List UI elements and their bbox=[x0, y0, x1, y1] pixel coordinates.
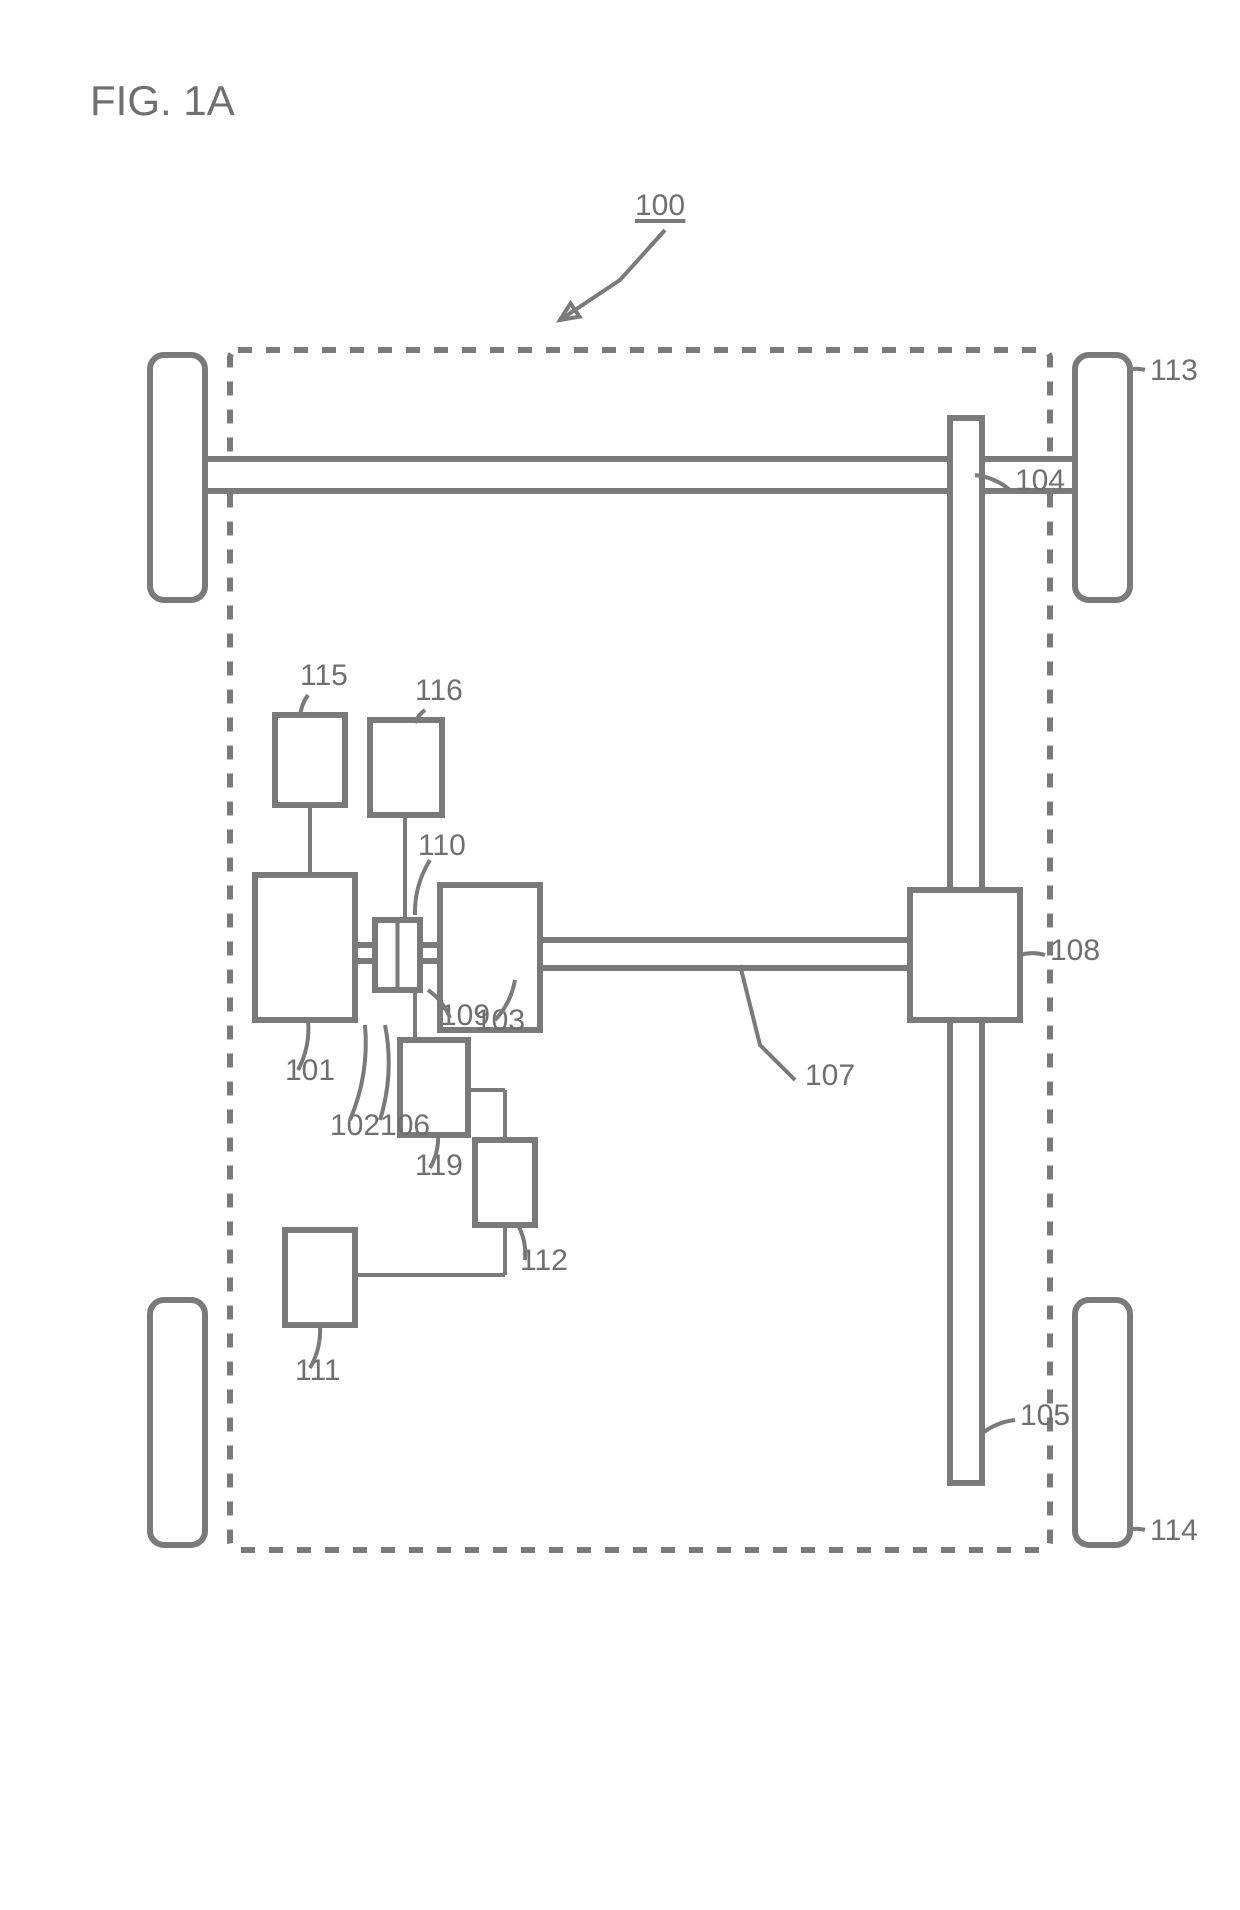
leader-100 bbox=[560, 230, 665, 320]
label-116: 116 bbox=[415, 674, 463, 707]
box-111 bbox=[285, 1230, 355, 1325]
rear-axle-upper bbox=[950, 418, 982, 890]
leader-l113 bbox=[1128, 369, 1145, 370]
front-axle bbox=[205, 459, 1075, 491]
label-112: 112 bbox=[520, 1244, 568, 1277]
wheel-rear-right bbox=[1075, 1300, 1130, 1545]
label-108: 108 bbox=[1050, 934, 1100, 967]
label-113: 113 bbox=[1150, 354, 1198, 387]
driveshaft-107 bbox=[540, 940, 910, 968]
diagram-canvas: FIG. 1A100113114104108105107103110109116… bbox=[20, 20, 1240, 1890]
box-115 bbox=[275, 715, 345, 805]
label-111: 111 bbox=[295, 1354, 341, 1387]
wheel-front-left bbox=[150, 355, 205, 600]
wheel-front-right bbox=[1075, 355, 1130, 600]
label-107: 107 bbox=[805, 1059, 855, 1092]
label-104: 104 bbox=[1015, 464, 1065, 497]
differential-108 bbox=[910, 890, 1020, 1020]
label-110: 110 bbox=[418, 829, 466, 862]
label-105: 105 bbox=[1020, 1399, 1070, 1432]
label-114: 114 bbox=[1150, 1514, 1198, 1547]
engine-101 bbox=[255, 875, 355, 1020]
label-100: 100 bbox=[635, 189, 685, 222]
diagram-svg: FIG. 1A100113114104108105107103110109116… bbox=[20, 20, 1240, 1890]
box-116 bbox=[370, 720, 442, 815]
box-112 bbox=[475, 1140, 535, 1225]
shaft-trans-clutch bbox=[420, 945, 440, 961]
label-101: 101 bbox=[285, 1054, 335, 1087]
label-119: 119 bbox=[415, 1149, 463, 1182]
rear-axle-lower bbox=[950, 1020, 982, 1483]
wheel-rear-left bbox=[150, 1300, 205, 1545]
leader-l108 bbox=[1020, 953, 1045, 955]
figure-title: FIG. 1A bbox=[90, 77, 235, 124]
leader-l114 bbox=[1128, 1529, 1145, 1530]
label-115: 115 bbox=[300, 659, 348, 692]
